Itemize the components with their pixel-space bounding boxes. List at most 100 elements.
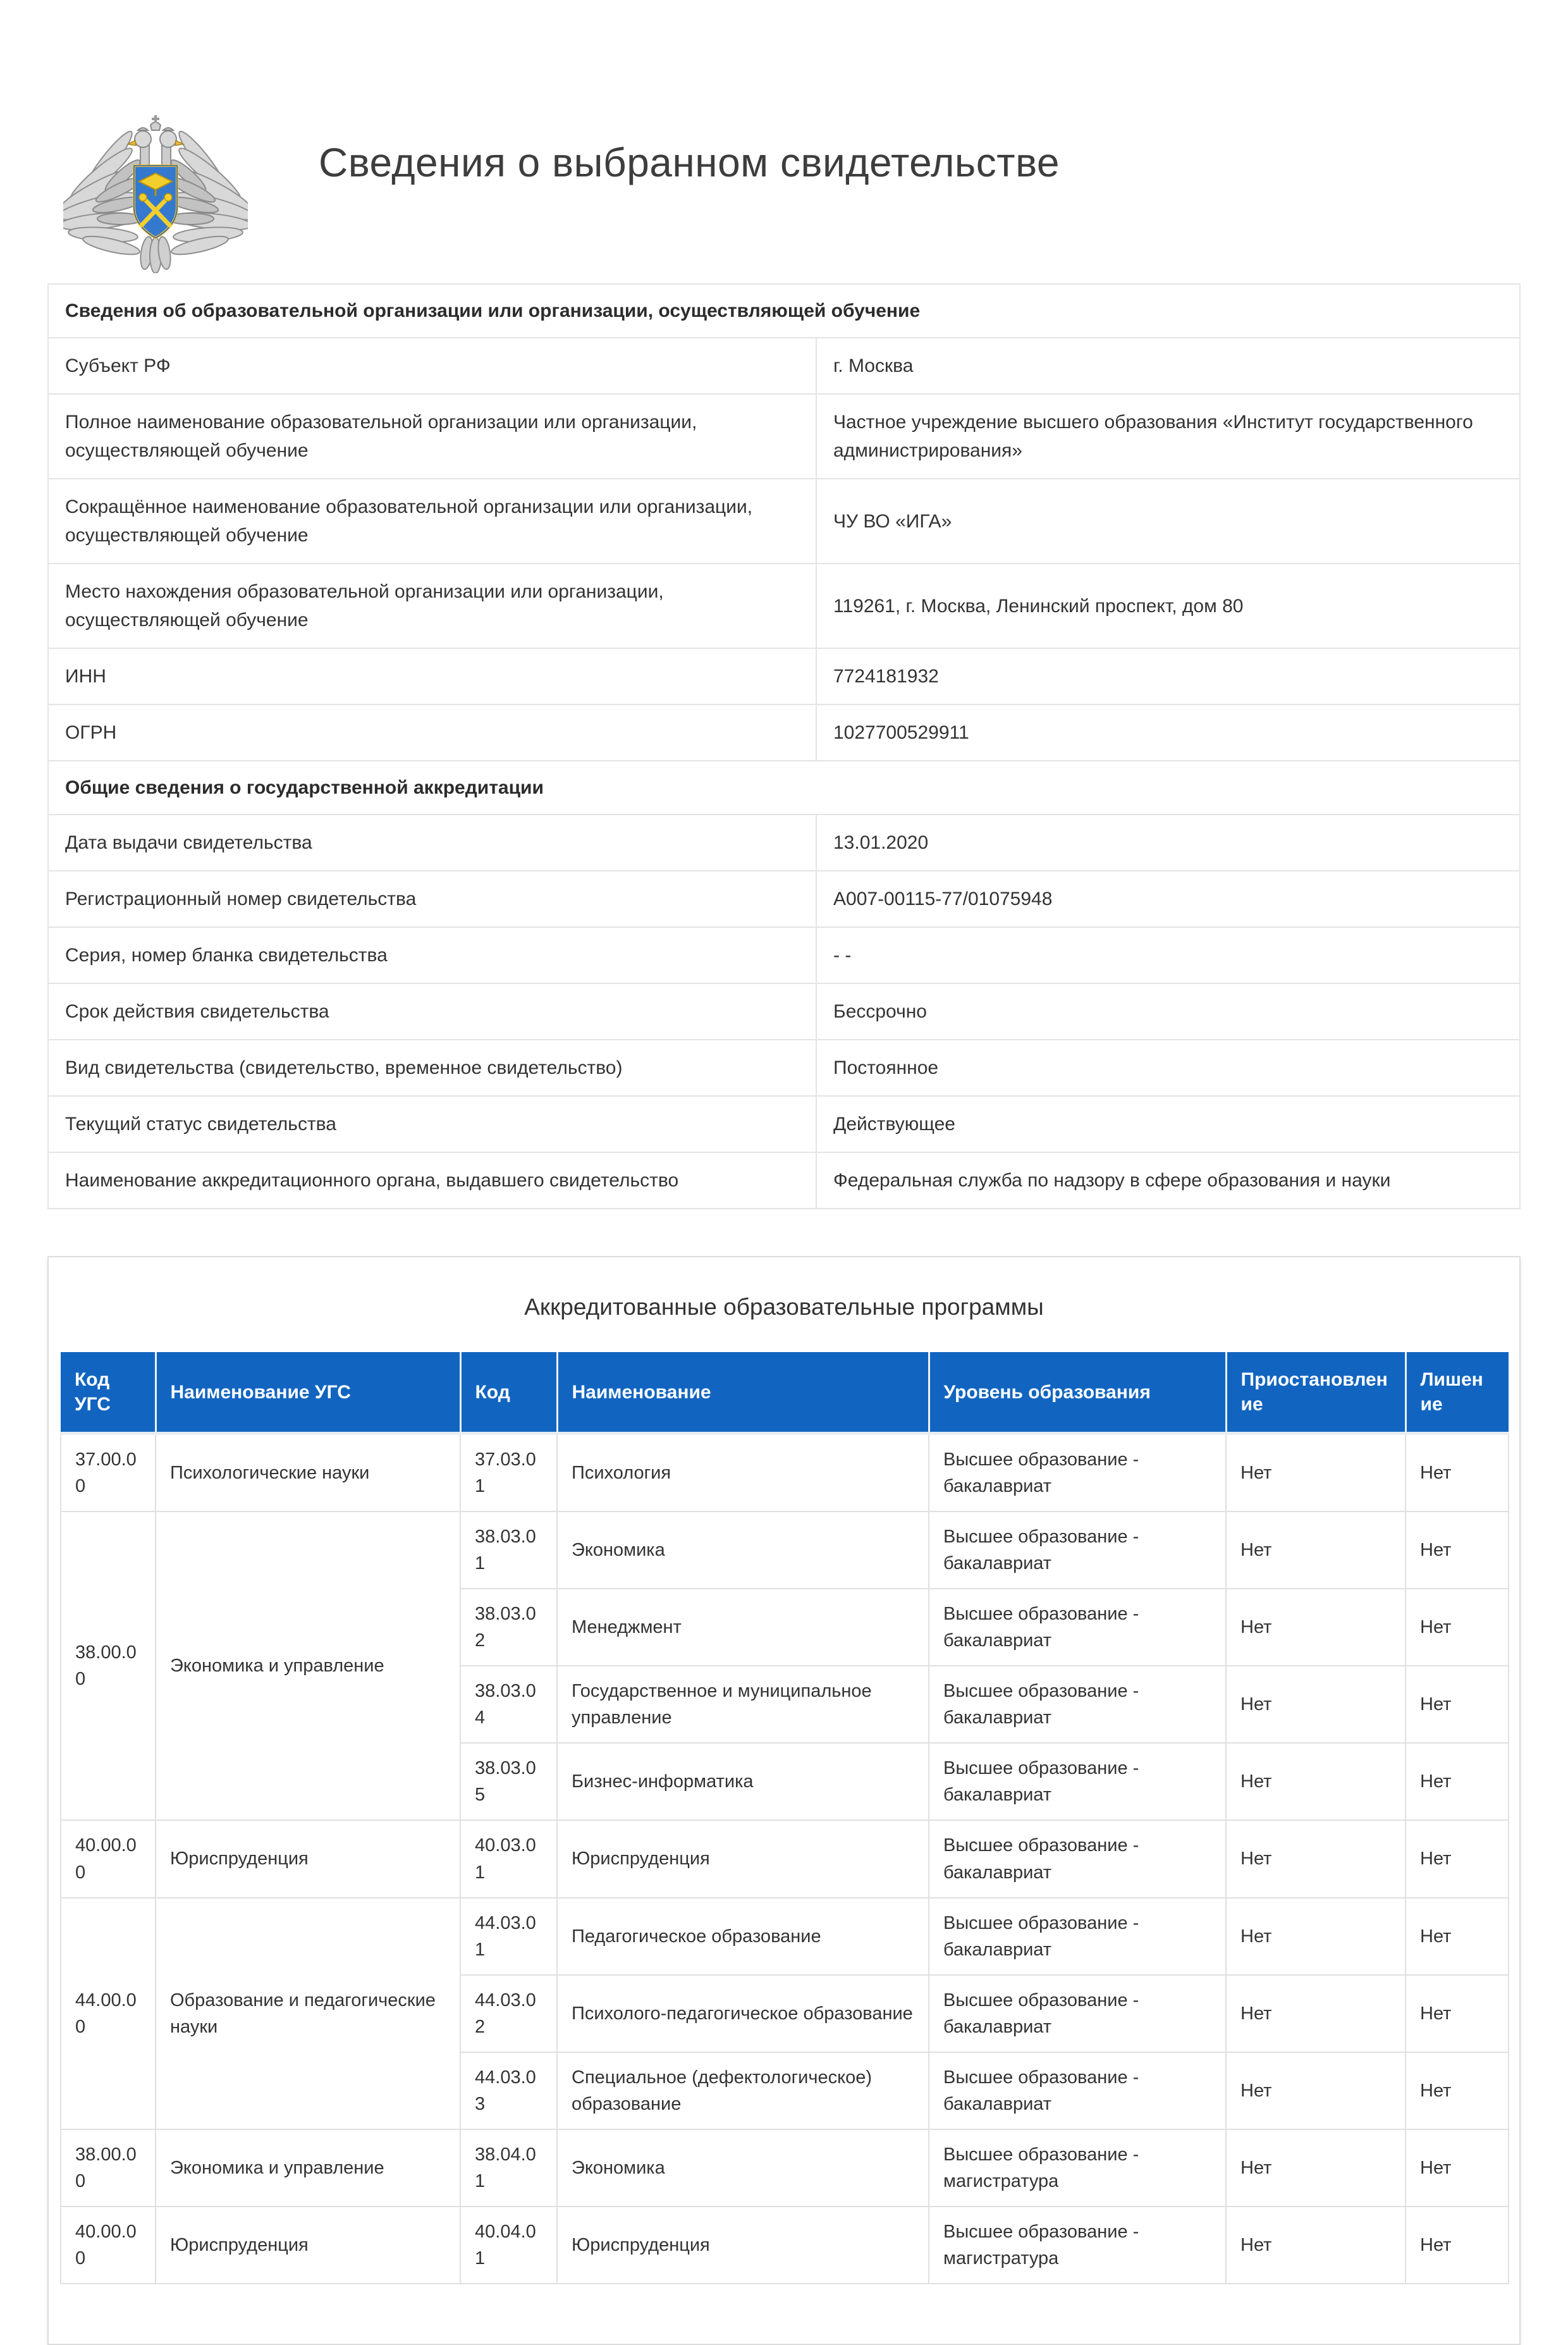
org-row-value: Постоянное	[816, 1039, 1521, 1097]
program-row: 40.00.00 Юриспруденция 40.03.01 Юриспруденц…	[60, 1819, 1509, 1899]
deprivation-cell: Нет	[1405, 2205, 1509, 2285]
program-name-cell: Юриспруденция	[556, 1819, 929, 1899]
education-level-cell: Высшее образование - магистратура	[928, 2128, 1227, 2207]
ugs-code-cell: 44.00.00	[60, 1897, 156, 2130]
suspension-cell: Нет	[1225, 2205, 1406, 2285]
program-row: 44.03.03 Специальное (дефектологическое) …	[61, 2051, 1509, 2130]
org-row: Серия, номер бланка свидетельства - -	[47, 926, 1521, 984]
org-row-value: - -	[816, 926, 1521, 984]
org-row: Текущий статус свидетельства Действующее	[47, 1095, 1521, 1153]
org-row-label: Срок действия свидетельства	[47, 983, 817, 1040]
org-row-label: ОГРН	[47, 704, 817, 761]
education-level-cell: Высшее образование - бакалавриат	[928, 2051, 1227, 2130]
org-row-value: 1027700529911	[816, 704, 1521, 761]
accredited-programs-card: Аккредитованные образовательные программ…	[47, 1256, 1521, 2345]
org-row-value: 7724181932	[816, 648, 1521, 705]
program-code-cell: 38.04.01	[460, 2128, 558, 2207]
programs-column-header: Наименование	[557, 1352, 930, 1435]
org-row: Место нахождения образовательной организ…	[47, 563, 1521, 649]
program-row: 44.03.02 Психолого-педагогическое образов…	[61, 1974, 1509, 2053]
education-level-cell: Высшее образование - бакалавриат	[928, 1897, 1227, 1976]
ugs-name-cell: Экономика и управление	[155, 2128, 461, 2207]
ugs-code-cell: 38.00.00	[60, 2128, 156, 2207]
program-code-cell: 38.03.04	[460, 1665, 558, 1744]
deprivation-cell: Нет	[1405, 1588, 1509, 1667]
deprivation-cell: Нет	[1405, 1511, 1509, 1590]
suspension-cell: Нет	[1225, 1974, 1406, 2053]
ugs-name-cell: Образование и педагогические науки	[155, 1897, 461, 2130]
org-row-value: г. Москва	[816, 337, 1521, 395]
suspension-cell: Нет	[1225, 1819, 1406, 1899]
ugs-name-cell: Юриспруденция	[155, 1819, 461, 1899]
org-row: Полное наименование образовательной орга…	[47, 393, 1521, 479]
program-name-cell: Бизнес-информатика	[556, 1742, 929, 1821]
ugs-code-cell: 38.00.00	[60, 1511, 156, 1821]
program-row: 40.00.00 Юриспруденция 40.04.01 Юриспруденц…	[60, 2205, 1509, 2285]
education-level-cell: Высшее образование - бакалавриат	[928, 1511, 1227, 1590]
program-row: 38.00.00 Экономика и управление 38.03.01 Эк…	[60, 1511, 1509, 1821]
program-code-cell: 40.04.01	[460, 2205, 558, 2285]
org-row-label: Субъект РФ	[47, 337, 817, 395]
deprivation-cell: Нет	[1405, 1432, 1509, 1513]
ugs-code-cell: 40.00.00	[60, 1819, 156, 1899]
org-row-label: Текущий статус свидетельства	[47, 1095, 817, 1153]
page-header: Сведения о выбранном свидетельстве	[0, 0, 1568, 273]
programs-column-header: Код	[460, 1352, 558, 1435]
org-row: Сокращённое наименование образовательной…	[47, 478, 1521, 564]
education-level-cell: Высшее образование - бакалавриат	[928, 1432, 1227, 1513]
org-row-value: Бессрочно	[816, 983, 1521, 1040]
org-row-label: Вид свидетельства (свидетельство, времен…	[47, 1039, 817, 1097]
org-row: ИНН 7724181932	[47, 648, 1521, 705]
org-row: Вид свидетельства (свидетельство, времен…	[47, 1039, 1521, 1097]
program-code-cell: 40.03.01	[460, 1819, 558, 1899]
program-row: 37.00.00 Психологические науки 37.03.01 Пси…	[60, 1432, 1509, 1513]
org-row-value: A007-00115-77/01075948	[816, 870, 1521, 928]
program-code-cell: 37.03.01	[460, 1432, 558, 1513]
org-row-value: 119261, г. Москва, Ленинский проспект, д…	[816, 563, 1521, 649]
program-row: 38.03.02 Менеджмент Высшее образование - б…	[61, 1588, 1509, 1667]
program-code-cell: 38.03.01	[460, 1511, 558, 1590]
ugs-code-cell: 37.00.00	[60, 1432, 156, 1513]
org-section-header: Сведения об образовательной организации …	[47, 283, 1521, 338]
deprivation-cell: Нет	[1405, 2051, 1509, 2130]
org-row: ОГРН 1027700529911	[47, 704, 1521, 761]
program-name-cell: Юриспруденция	[556, 2205, 929, 2285]
org-row: Наименование аккредитационного органа, в…	[47, 1152, 1521, 1209]
org-row-label: Сокращённое наименование образовательной…	[47, 478, 817, 564]
program-name-cell: Государственное и муниципальное управлен…	[556, 1665, 929, 1744]
suspension-cell: Нет	[1225, 1588, 1406, 1667]
ugs-name-cell: Психологические науки	[155, 1432, 461, 1513]
org-row-label: Дата выдачи свидетельства	[47, 814, 817, 871]
suspension-cell: Нет	[1225, 2051, 1406, 2130]
accredited-programs-table: Код УГС Наименование УГС Код Наименование Ур…	[60, 1352, 1509, 2285]
suspension-cell: Нет	[1225, 1432, 1406, 1513]
program-row: 44.00.00 Образование и педагогические нау…	[60, 1897, 1509, 2130]
page-title: Сведения о выбранном свидетельстве	[319, 140, 1060, 185]
program-name-cell: Экономика	[556, 1511, 929, 1590]
program-name-cell: Педагогическое образование	[556, 1897, 929, 1976]
deprivation-cell: Нет	[1405, 2128, 1509, 2207]
program-name-cell: Специальное (дефектологическое) образова…	[556, 2051, 929, 2130]
education-level-cell: Высшее образование - магистратура	[928, 2205, 1227, 2285]
org-row: Субъект РФ г. Москва	[47, 337, 1521, 395]
org-row-label: Наименование аккредитационного органа, в…	[47, 1152, 817, 1209]
programs-column-header: Уровень образования	[929, 1352, 1227, 1435]
program-row: 38.03.04 Государственное и муниципальное …	[61, 1665, 1509, 1744]
suspension-cell: Нет	[1225, 1511, 1406, 1590]
programs-column-header: Приостановление	[1226, 1352, 1407, 1435]
ugs-name-cell: Экономика и управление	[155, 1511, 461, 1821]
programs-title: Аккредитованные образовательные программ…	[524, 1294, 1044, 1320]
org-section-header-row: Сведения об образовательной организации …	[47, 283, 1521, 338]
org-section-header-row: Общие сведения о государственной аккреди…	[47, 760, 1521, 815]
programs-column-header: Код УГС	[61, 1352, 157, 1435]
program-row: 38.03.05 Бизнес-информатика Высшее образов…	[61, 1742, 1509, 1821]
programs-column-header: Наименование УГС	[156, 1352, 462, 1435]
organization-info-table: Сведения об образовательной организации …	[47, 283, 1521, 1209]
ugs-code-cell: 40.00.00	[60, 2205, 156, 2285]
program-code-cell: 44.03.02	[460, 1974, 558, 2053]
programs-header-row: Код УГС Наименование УГС Код Наименование Ур…	[61, 1352, 1509, 1435]
education-level-cell: Высшее образование - бакалавриат	[928, 1974, 1227, 2053]
program-name-cell: Менеджмент	[556, 1588, 929, 1667]
deprivation-cell: Нет	[1405, 1742, 1509, 1821]
program-row: 38.00.00 Экономика и управление 38.04.01 Эк…	[60, 2128, 1509, 2207]
